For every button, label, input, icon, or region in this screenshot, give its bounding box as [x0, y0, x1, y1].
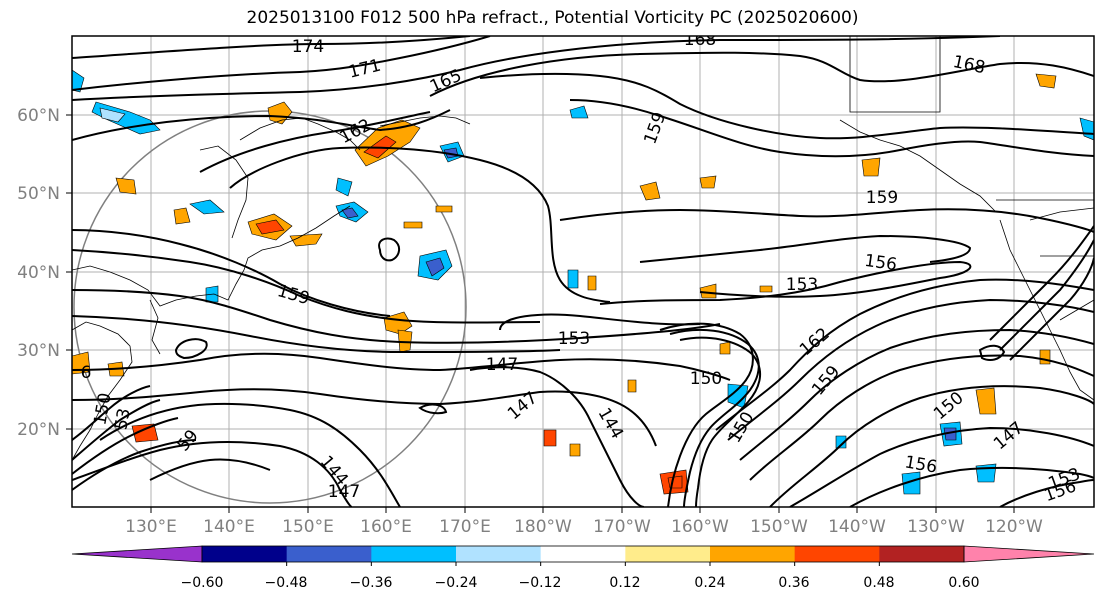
lon-label: 140°E	[203, 517, 255, 537]
colorbar-extension-low	[71, 545, 203, 563]
colorbar-tick-label: −0.12	[519, 575, 562, 591]
lon-label: 120°W	[985, 517, 1043, 537]
colorbar-tick-label: −0.36	[350, 575, 393, 591]
contour-label: 147	[328, 482, 360, 502]
lat-label: 30°N	[17, 341, 60, 361]
colorbar-frame	[201, 545, 965, 563]
colorbar-segment	[710, 546, 796, 562]
contour-label: 150	[690, 369, 722, 389]
contour-label: 53	[111, 407, 134, 432]
colorbar-segment	[625, 546, 711, 562]
lat-label: 60°N	[17, 106, 60, 126]
lat-label: 20°N	[17, 420, 60, 440]
colorbar-segment	[456, 546, 542, 562]
lon-label: 170°E	[439, 517, 491, 537]
colorbar-tick-label: 0.48	[863, 575, 894, 591]
colorbar-tick-label: 0.12	[609, 575, 640, 591]
latitude-labels: 60°N 50°N 40°N 30°N 20°N	[17, 106, 60, 440]
contour-label: 168	[684, 30, 716, 50]
contour-label: 174	[292, 37, 324, 57]
colorbar-extension-high	[963, 545, 1095, 563]
contour-label: 153	[786, 275, 818, 295]
colorbar-tick-label: 0.60	[948, 575, 979, 591]
axis-ticks	[66, 114, 1015, 513]
colorbar-tick-label: −0.48	[265, 575, 308, 591]
colorbar-tick-label: −0.60	[181, 575, 224, 591]
lon-label: 130°W	[907, 517, 965, 537]
contour-label: 147	[486, 355, 518, 375]
lat-label: 40°N	[17, 263, 60, 283]
colorbar-tick-label: 0.36	[778, 575, 809, 591]
colorbar-segment	[286, 546, 372, 562]
lat-label: 50°N	[17, 184, 60, 204]
colorbar-segment	[540, 546, 626, 562]
colorbar-segment	[879, 546, 965, 562]
lon-label: 160°E	[360, 517, 412, 537]
colorbar	[71, 545, 1095, 566]
colorbar-labels: −0.60 −0.48 −0.36 −0.24 −0.12 0.12 0.24 …	[181, 575, 980, 591]
lon-label: 160°W	[671, 517, 729, 537]
pv-anomaly-patches	[72, 69, 1094, 495]
contour-lines	[72, 36, 1094, 507]
colorbar-segment	[371, 546, 457, 562]
lon-label: 150°E	[282, 517, 334, 537]
colorbar-tick-label: −0.24	[435, 575, 478, 591]
lon-label: 150°W	[750, 517, 808, 537]
longitude-labels: 130°E 140°E 150°E 160°E 170°E 180°W 170°…	[125, 517, 1043, 537]
lon-label: 180°W	[514, 517, 572, 537]
contour-label: 156	[863, 251, 898, 275]
contour-label: 153	[558, 329, 590, 349]
contour-label: 6	[81, 363, 92, 383]
contour-label: 159	[866, 188, 898, 208]
lon-label: 140°W	[828, 517, 886, 537]
lon-label: 130°E	[125, 517, 177, 537]
colorbar-tick-label: 0.24	[694, 575, 725, 591]
coastlines	[72, 36, 1094, 461]
colorbar-segment	[202, 546, 288, 562]
lon-label: 170°W	[593, 517, 651, 537]
map-title: 2025013100 F012 500 hPa refract., Potent…	[246, 8, 859, 28]
colorbar-segment	[794, 546, 880, 562]
